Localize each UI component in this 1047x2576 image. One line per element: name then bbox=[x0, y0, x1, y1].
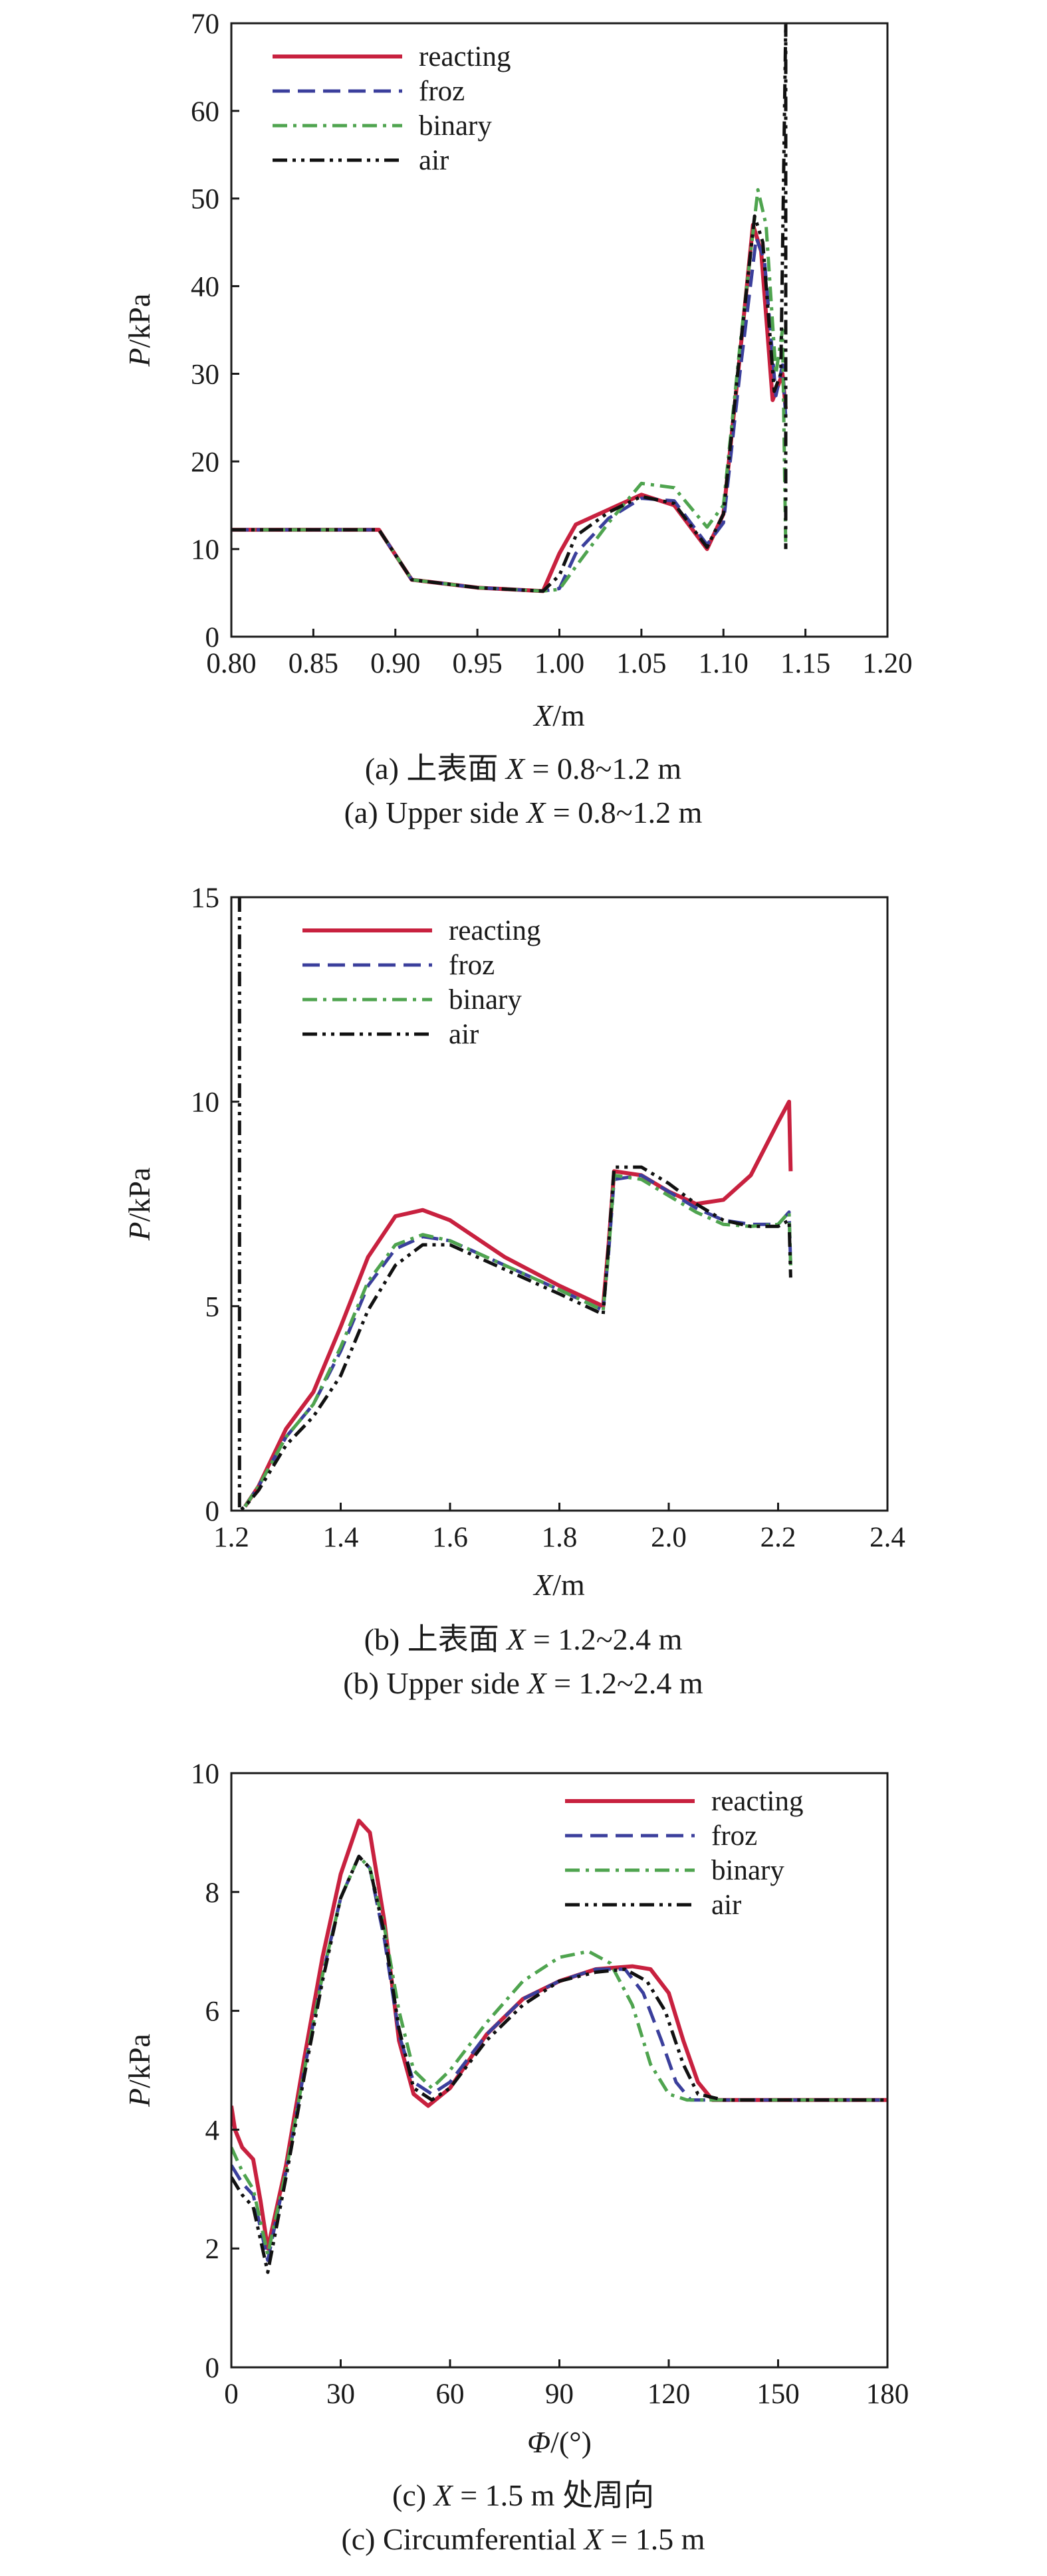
x-tick-label: 120 bbox=[647, 2379, 691, 2410]
series-group bbox=[231, 23, 788, 593]
chart-panel-b: 1.2 1.4 1.6 1.8 2.0 2.2 2.4 0 5 10 15 X/m P/kPa react… bbox=[122, 883, 905, 1700]
x-tick-label: 1.4 bbox=[323, 1522, 359, 1553]
legend-label-froz: froz bbox=[449, 950, 495, 981]
legend-label-binary: binary bbox=[419, 110, 492, 142]
series-line-air bbox=[231, 23, 788, 593]
y-tick-label: 6 bbox=[205, 1996, 220, 2028]
x-tick-label: 1.10 bbox=[699, 648, 749, 679]
caption-en: (b) Upper side X = 1.2~2.4 m bbox=[343, 1666, 703, 1700]
plot-frame bbox=[230, 22, 889, 638]
legend-label-binary: binary bbox=[449, 984, 522, 1016]
legend-label-reacting: reacting bbox=[419, 41, 511, 72]
y-tick-label: 0 bbox=[205, 1496, 220, 1527]
series-line-binary bbox=[243, 1173, 792, 1508]
x-tick-label: 2.0 bbox=[651, 1522, 687, 1553]
x-tick-label: 1.8 bbox=[542, 1522, 578, 1553]
y-tick-label: 30 bbox=[191, 359, 219, 390]
y-axis-label: P/kPa bbox=[122, 294, 156, 368]
caption-cn: (a) 上表面 X = 0.8~1.2 m bbox=[365, 752, 682, 786]
legend-label-reacting: reacting bbox=[449, 915, 540, 946]
legend-label-air: air bbox=[419, 145, 449, 176]
x-tick-label: 1.20 bbox=[862, 648, 912, 679]
caption-cn: (c) X = 1.5 m 处周向 bbox=[392, 2478, 654, 2512]
y-tick-label: 60 bbox=[191, 96, 219, 128]
chart-panel-a: 0.80 0.85 0.90 0.95 1.00 1.05 1.10 1.15 1.20 0 10 2… bbox=[122, 9, 913, 829]
x-tick-label: 0 bbox=[224, 2379, 239, 2410]
x-tick-label: 180 bbox=[866, 2379, 909, 2410]
y-tick-label: 0 bbox=[205, 2353, 220, 2384]
x-tick-label: 0.90 bbox=[370, 648, 420, 679]
y-tick-label: 10 bbox=[191, 1087, 219, 1119]
x-tick-label: 60 bbox=[436, 2379, 465, 2410]
y-tick-label: 0 bbox=[205, 622, 220, 653]
y-tick-label: 10 bbox=[191, 534, 219, 566]
x-axis-label: X/m bbox=[532, 1568, 585, 1602]
y-tick-label: 15 bbox=[191, 883, 219, 914]
chart-panel-c: 0 30 60 90 120 150 180 0 2 4 6 8 10 Φ/(°) P/kPa reactin… bbox=[122, 1759, 909, 2556]
x-tick-label: 0.80 bbox=[206, 648, 256, 679]
series-line-air bbox=[231, 1854, 887, 2274]
series-line-reacting bbox=[243, 1099, 793, 1508]
x-tick-label: 1.2 bbox=[213, 1522, 249, 1553]
x-tick-label: 0.95 bbox=[453, 648, 503, 679]
plot-frame bbox=[230, 1772, 889, 2369]
legend-label-reacting: reacting bbox=[711, 1786, 803, 1817]
legend-label-froz: froz bbox=[711, 1820, 757, 1852]
y-tick-label: 50 bbox=[191, 184, 219, 215]
legend-label-binary: binary bbox=[711, 1855, 784, 1886]
plot-frame bbox=[230, 896, 889, 1512]
x-axis-label: Φ/(°) bbox=[527, 2425, 592, 2459]
series-line-reacting bbox=[231, 1818, 887, 2251]
caption-cn: (b) 上表面 X = 1.2~2.4 m bbox=[364, 1622, 683, 1656]
y-axis-label: P/kPa bbox=[122, 1168, 156, 1241]
legend-label-froz: froz bbox=[419, 76, 465, 107]
x-tick-label: 30 bbox=[326, 2379, 355, 2410]
series-line-froz bbox=[231, 236, 788, 593]
x-tick-label: 1.6 bbox=[432, 1522, 468, 1553]
y-axis-label: P/kPa bbox=[122, 2034, 156, 2107]
x-tick-label: 0.85 bbox=[289, 648, 338, 679]
y-tick-label: 10 bbox=[191, 1759, 219, 1790]
y-tick-label: 2 bbox=[205, 2234, 220, 2265]
x-tick-label: 1.00 bbox=[534, 648, 584, 679]
series-group bbox=[237, 897, 793, 1511]
x-tick-label: 2.4 bbox=[870, 1522, 905, 1553]
x-tick-label: 1.15 bbox=[780, 648, 830, 679]
x-tick-label: 90 bbox=[545, 2379, 574, 2410]
y-tick-label: 8 bbox=[205, 1878, 220, 1909]
y-tick-label: 40 bbox=[191, 272, 219, 303]
series-line-froz bbox=[243, 1173, 792, 1508]
caption-en: (a) Upper side X = 0.8~1.2 m bbox=[344, 796, 703, 829]
x-axis-label: X/m bbox=[532, 698, 585, 732]
y-tick-label: 5 bbox=[205, 1291, 220, 1323]
caption-en: (c) Circumferential X = 1.5 m bbox=[341, 2522, 705, 2556]
legend-label-air: air bbox=[449, 1019, 479, 1050]
y-tick-label: 4 bbox=[205, 2115, 220, 2146]
x-tick-label: 150 bbox=[756, 2379, 800, 2410]
legend-label-air: air bbox=[711, 1889, 741, 1921]
x-tick-label: 1.05 bbox=[616, 648, 666, 679]
y-tick-label: 70 bbox=[191, 9, 219, 40]
x-tick-label: 2.2 bbox=[760, 1522, 796, 1553]
series-group bbox=[231, 1818, 887, 2274]
y-tick-label: 20 bbox=[191, 447, 219, 478]
